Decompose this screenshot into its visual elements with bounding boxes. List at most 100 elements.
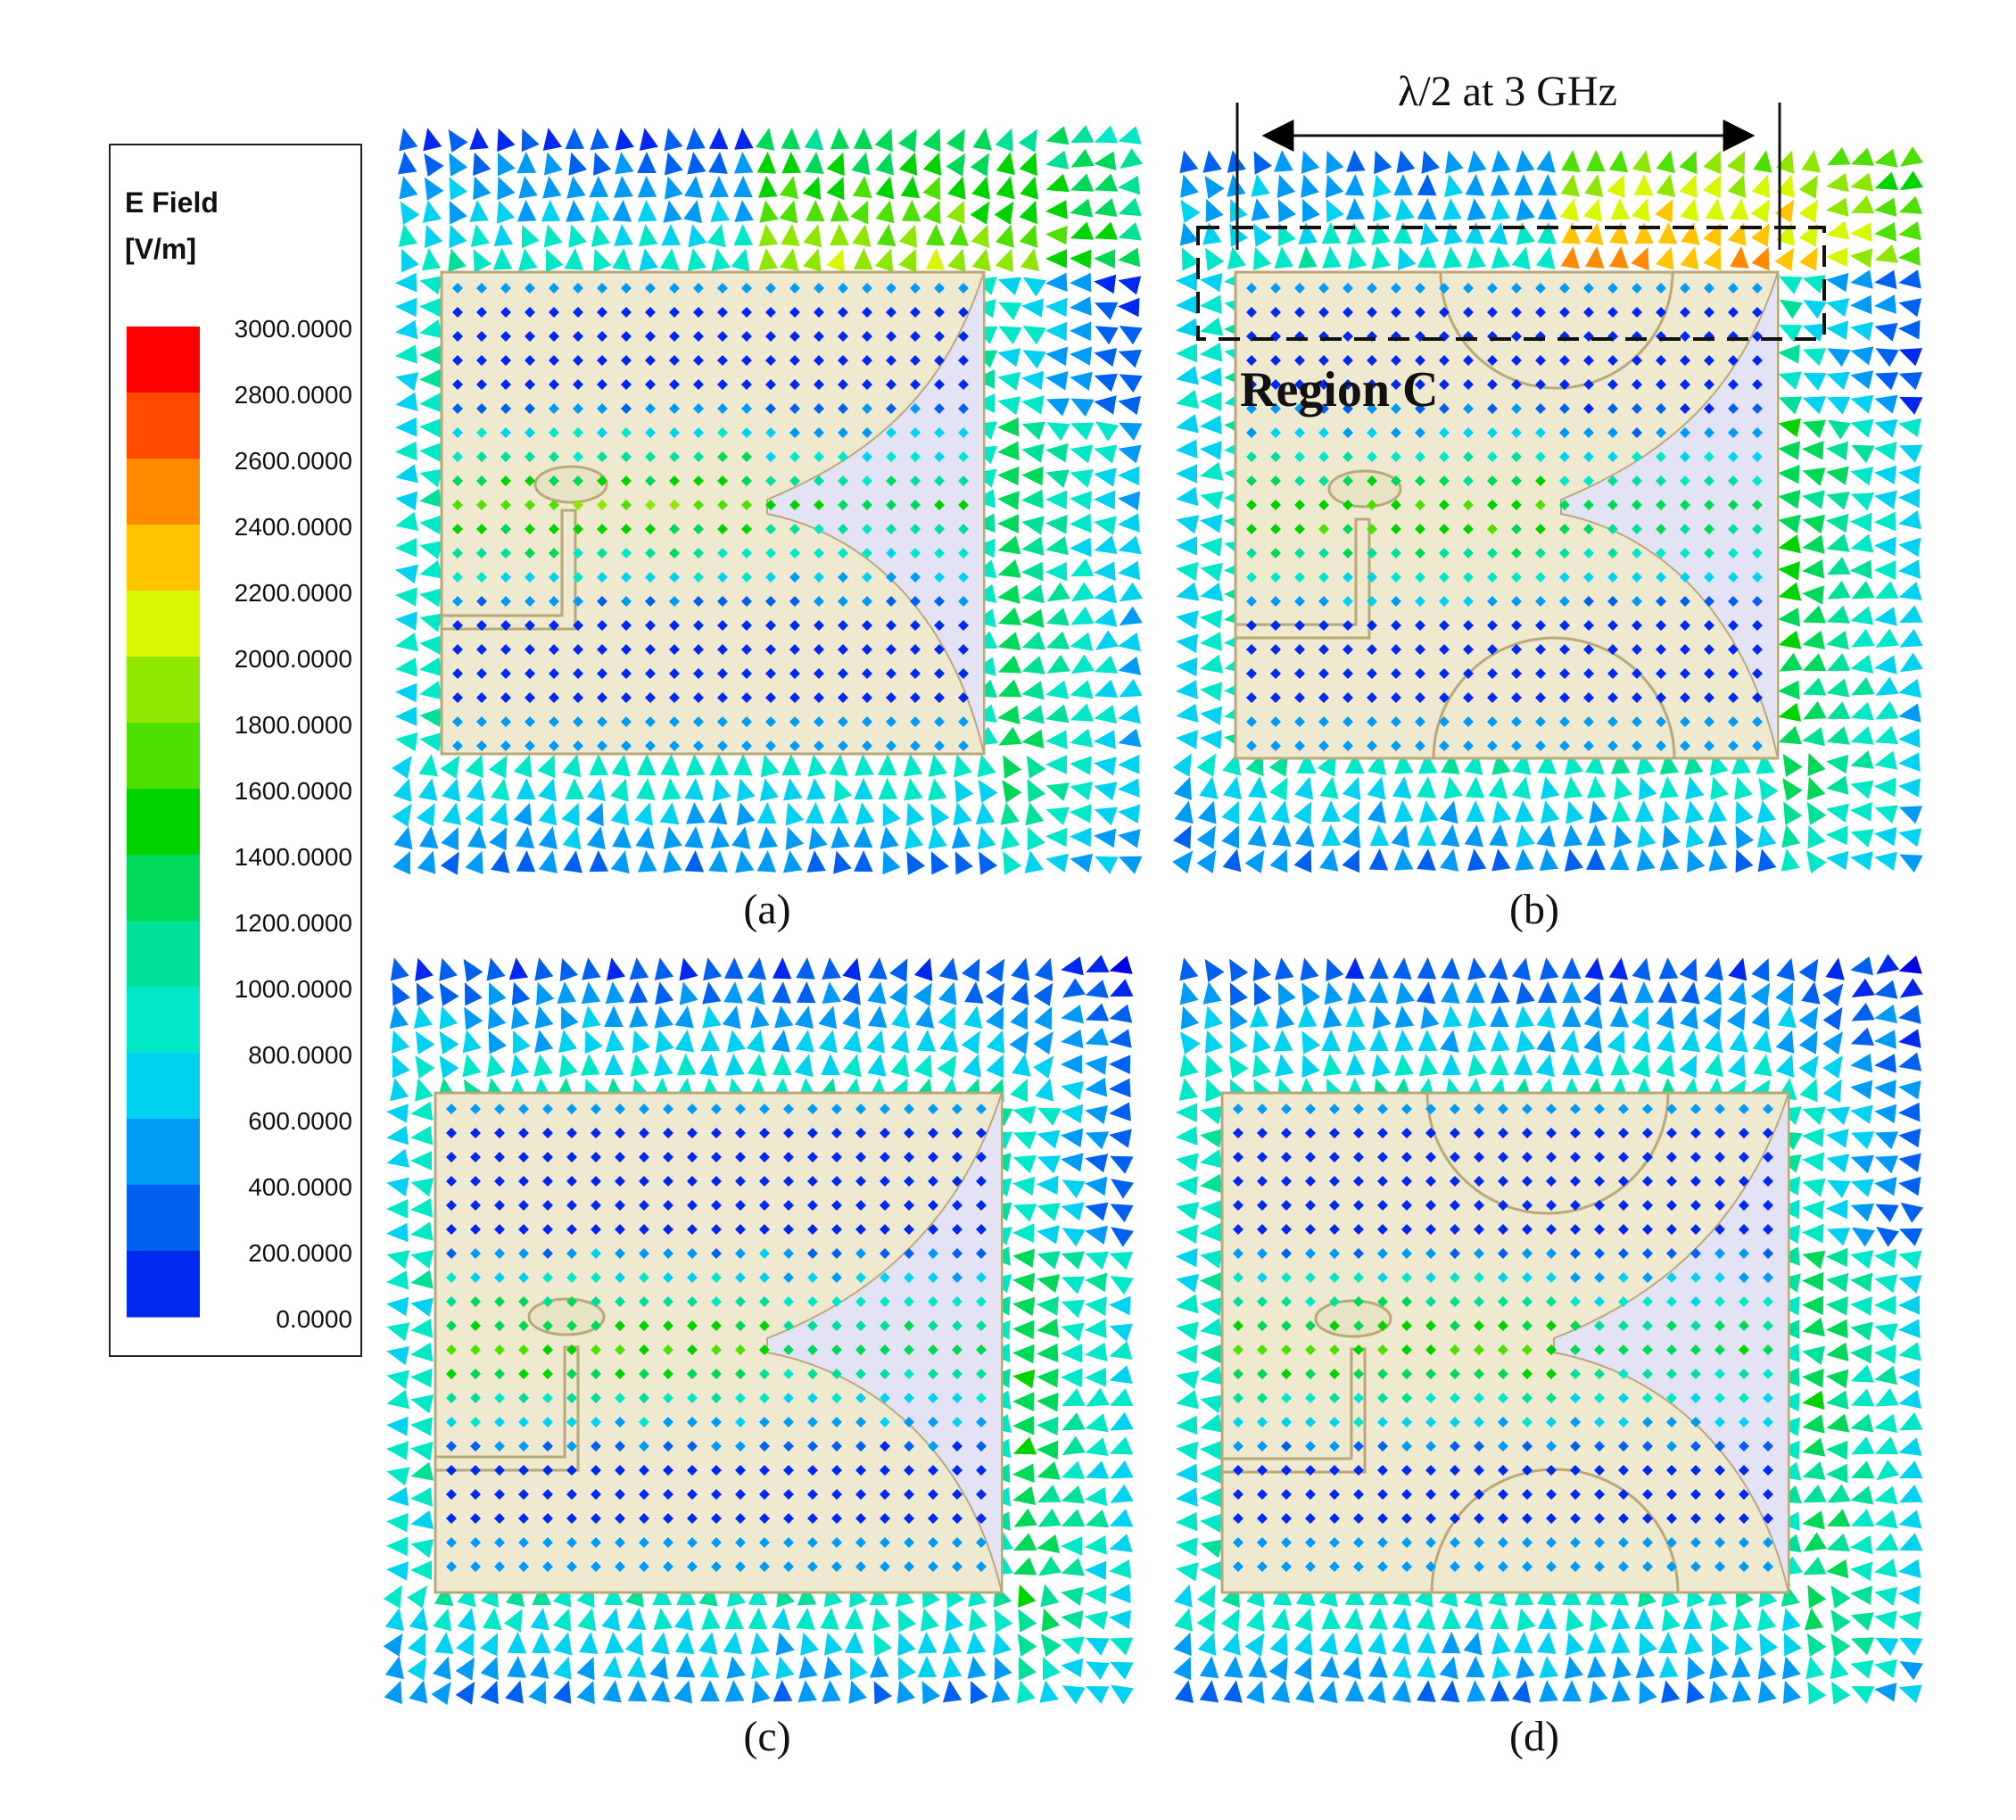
- field-dot: [663, 1128, 673, 1138]
- field-arrow: [675, 1656, 696, 1678]
- field-dot: [1401, 1513, 1412, 1524]
- field-dot: [470, 1561, 481, 1572]
- field-dot: [1487, 644, 1498, 655]
- field-arrow: [586, 826, 606, 850]
- field-arrow: [875, 200, 895, 224]
- field-arrow: [1061, 1610, 1084, 1630]
- field-dot: [759, 1272, 770, 1283]
- panel-label-b: (b): [1509, 886, 1559, 933]
- field-dot: [1425, 1393, 1436, 1403]
- field-arrow: [1094, 221, 1119, 240]
- field-dot: [1294, 740, 1305, 751]
- field-arrow: [1070, 537, 1092, 558]
- field-dot: [1257, 1344, 1268, 1355]
- field-dot: [1656, 740, 1666, 751]
- field-dot: [976, 1320, 987, 1331]
- field-dot: [855, 1465, 866, 1476]
- field-dot: [494, 1272, 505, 1283]
- field-dot: [573, 644, 583, 655]
- field-dot: [542, 1296, 553, 1307]
- field-arrow: [1875, 676, 1899, 696]
- field-dot: [1680, 596, 1690, 607]
- field-arrow: [655, 1030, 674, 1054]
- field-dot: [928, 1272, 938, 1283]
- field-dot: [1656, 379, 1666, 390]
- field-arrow: [1634, 981, 1654, 1004]
- field-arrow: [1319, 1656, 1340, 1679]
- field-dot: [669, 476, 680, 486]
- field-arrow: [543, 224, 563, 248]
- field-arrow: [1798, 199, 1818, 223]
- field-arrow: [1608, 957, 1629, 980]
- field-dot: [838, 500, 848, 510]
- field-arrow: [1585, 246, 1605, 269]
- field-dot: [525, 355, 535, 366]
- field-dot: [1642, 1417, 1653, 1427]
- field-arrow: [664, 176, 683, 200]
- field-dot: [549, 476, 559, 486]
- field-arrow: [1703, 151, 1722, 175]
- field-dot: [1752, 548, 1763, 558]
- field-arrow: [592, 152, 612, 176]
- field-arrow: [1012, 1344, 1035, 1364]
- field-arrow: [759, 778, 779, 801]
- field-dot: [687, 1272, 698, 1283]
- field-dot: [735, 1513, 746, 1524]
- field-arrow: [1061, 1080, 1084, 1100]
- field-dot: [1498, 1417, 1508, 1427]
- field-arrow: [1679, 150, 1698, 175]
- field-dot: [591, 1128, 601, 1138]
- field-arrow: [439, 1030, 459, 1055]
- field-arrow: [456, 1633, 475, 1657]
- field-arrow: [1110, 979, 1134, 997]
- field-dot: [639, 1441, 649, 1452]
- field-dot: [1439, 451, 1450, 462]
- field-arrow: [1070, 148, 1095, 168]
- field-arrow: [515, 826, 535, 849]
- field-arrow: [408, 1633, 426, 1657]
- field-dot: [1632, 476, 1642, 486]
- field-arrow: [1200, 1318, 1223, 1337]
- field-arrow: [1070, 173, 1095, 192]
- field-arrow: [1564, 1656, 1583, 1679]
- field-dot: [1666, 1417, 1677, 1427]
- field-dot: [910, 427, 921, 438]
- field-arrow: [1899, 1412, 1923, 1431]
- field-arrow: [1272, 1584, 1293, 1606]
- field-arrow: [659, 802, 680, 825]
- field-dot: [1763, 1128, 1773, 1138]
- field-arrow: [826, 176, 845, 201]
- field-dot: [1704, 283, 1714, 294]
- field-arrow: [853, 248, 873, 270]
- field-arrow: [1656, 246, 1674, 270]
- field-dot: [1401, 1441, 1412, 1452]
- field-arrow: [1094, 249, 1116, 269]
- field-dot: [452, 500, 463, 510]
- field-dot: [1632, 283, 1642, 294]
- field-dot: [1583, 427, 1594, 438]
- field-arrow: [1850, 829, 1874, 848]
- field-arrow: [1779, 276, 1803, 294]
- field-dot: [838, 716, 848, 727]
- field-dot: [621, 355, 632, 366]
- field-dot: [1680, 331, 1690, 342]
- field-arrow: [1085, 1272, 1108, 1293]
- field-arrow: [1343, 1632, 1363, 1655]
- field-dot: [1233, 1104, 1243, 1114]
- field-arrow: [1687, 848, 1706, 873]
- field-arrow: [1022, 350, 1046, 369]
- field-arrow: [464, 982, 483, 1006]
- field-arrow: [395, 441, 417, 461]
- field-dot: [693, 524, 704, 534]
- field-dot: [952, 1369, 963, 1379]
- field-dot: [1752, 427, 1763, 438]
- field-dot: [928, 1104, 938, 1114]
- field-dot: [494, 1537, 505, 1548]
- field-dot: [549, 307, 559, 318]
- field-arrow: [700, 1680, 720, 1701]
- field-dot: [573, 548, 583, 558]
- field-dot: [904, 1465, 914, 1476]
- field-arrow: [1118, 395, 1141, 416]
- field-arrow: [1176, 1463, 1198, 1484]
- field-arrow: [1734, 1632, 1754, 1656]
